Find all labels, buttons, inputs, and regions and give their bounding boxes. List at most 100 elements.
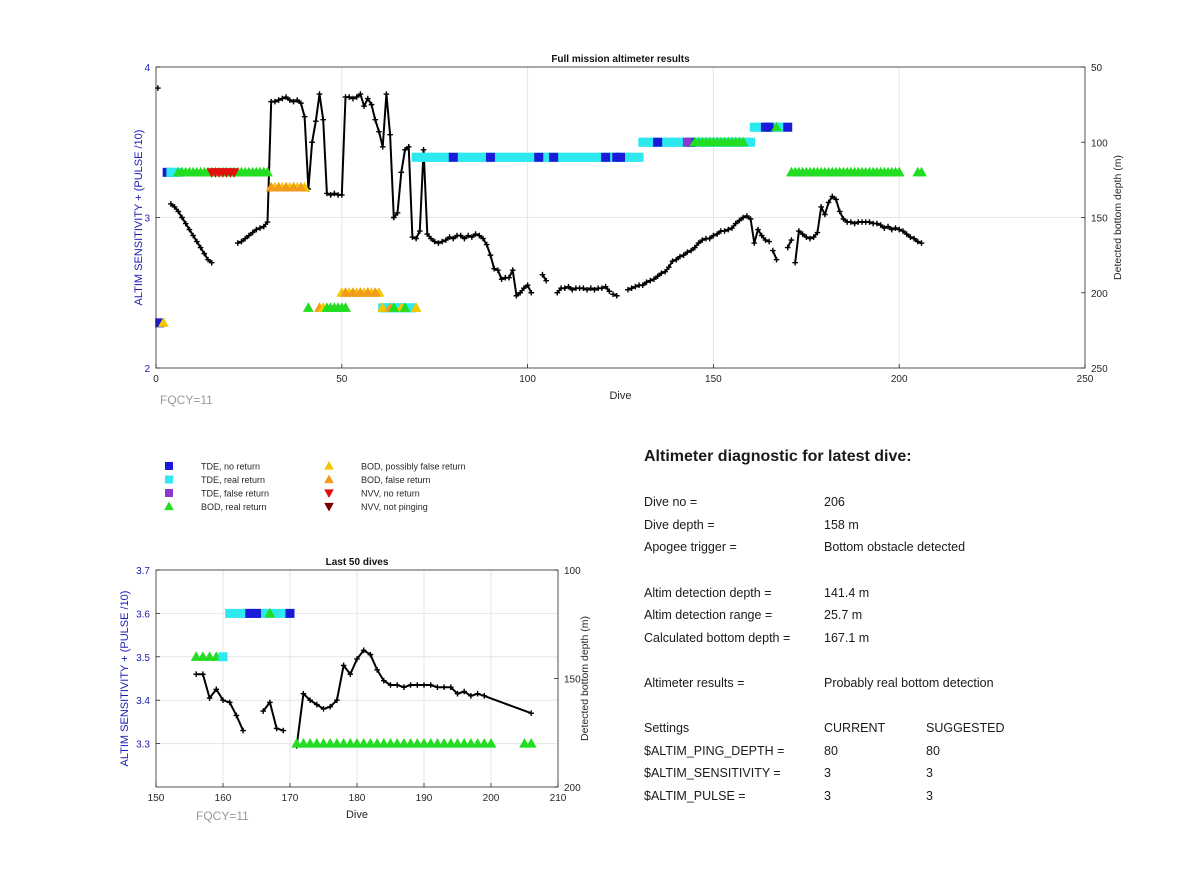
setting-current: 3 [824,789,831,803]
depth-point [513,292,520,299]
results-label: Altimeter results = [644,676,745,690]
depth-point [431,238,438,245]
result-marker [273,181,285,192]
y-axis-label: ALTIM SENSITIVITY + (PULSE /10) [133,130,145,306]
depth-point [179,214,185,221]
depth-point [714,231,720,237]
legend-item: NVV, no return [324,489,420,499]
depth-point [340,662,347,669]
depth-point [758,232,765,239]
depth-point [732,220,739,227]
result-marker [238,608,248,618]
depth-point [379,143,386,150]
x-tick-label: 100 [519,374,536,385]
altim-depth-label: Altim detection depth = [644,586,772,600]
depth-point [314,701,320,708]
depth-point [307,697,313,703]
result-marker [525,738,537,748]
depth-point [435,240,442,246]
legend-marker [324,461,334,470]
depth-point [309,139,315,146]
depth-point [394,682,400,688]
depth-point [461,688,467,695]
depth-point [194,238,200,245]
x-tick-label: 200 [891,374,908,385]
depth-point [394,210,401,216]
depth-point [639,282,646,289]
depth-point [836,208,843,215]
depth-point [695,240,702,246]
result-marker [916,166,927,177]
depth-point [387,682,394,688]
depth-point [561,285,568,292]
depth-point [788,237,795,243]
result-marker [155,318,165,328]
depth-point [881,225,888,231]
depth-point [206,695,213,701]
depth-point [260,223,267,230]
legend-item: BOD, possibly false return [324,461,466,472]
depth-point [280,727,287,734]
depth-point [528,710,534,717]
depth-point [625,286,631,293]
x-tick-label: 200 [483,793,500,804]
x-tick-label: 0 [153,374,159,385]
depth-point [260,708,266,714]
depth-point [766,238,772,245]
depth-point [413,235,419,242]
depth-point [521,285,527,292]
depth-point [524,282,531,289]
depth-point [543,277,549,284]
depth-point [324,190,330,197]
depth-point [354,656,360,662]
legend-item: TDE, false return [165,489,269,499]
depth-point [498,276,505,283]
x-tick-label: 180 [349,793,366,804]
depth-point [762,237,769,243]
depth-point [770,247,776,254]
depth-point [350,95,356,102]
depth-point [368,101,375,108]
legend-label: BOD, false return [361,475,431,485]
depth-point [539,271,546,278]
depth-point [312,118,319,124]
y2-tick-label: 200 [564,783,581,794]
result-marker [407,303,417,313]
depth-point [673,256,680,263]
depth-point [441,684,447,690]
depth-point [381,677,387,684]
depth-point [810,234,817,240]
depth-point [279,95,286,102]
depth-point [688,247,694,254]
depth-point [257,225,263,231]
full-mission-chart: 0 50 100 150 200 250 2 3 4 50 100 150 200 250 Full mis… [133,54,1124,407]
fqcy-annotation: FQCY=11 [196,809,249,823]
legend-item: NVV, not pinging [324,502,428,512]
legend-item: BOD, real return [164,501,267,512]
y-tick-label: 2 [144,364,150,375]
depth-point [234,240,241,246]
result-marker [746,137,756,147]
result-marker [388,302,400,312]
depth-point [201,250,208,257]
depth-point [171,204,178,210]
results-value: Probably real bottom detection [824,676,994,690]
depth-point [327,192,334,198]
legend-label: NVV, not pinging [361,502,428,512]
depth-point [391,214,397,221]
legend-marker [165,475,173,484]
depth-point [421,682,427,688]
setting-suggested: 3 [926,789,933,803]
depth-point [729,225,735,231]
depth-point [238,238,245,245]
x-tick-label: 50 [336,374,348,385]
result-marker [534,152,544,162]
depth-point [483,241,490,248]
depth-point [692,244,698,251]
depth-point [613,292,620,299]
result-marker [410,302,422,312]
depth-point [480,235,486,242]
depth-point [822,211,828,218]
result-marker [634,152,644,162]
altim-range-value: 25.7 m [824,608,863,622]
